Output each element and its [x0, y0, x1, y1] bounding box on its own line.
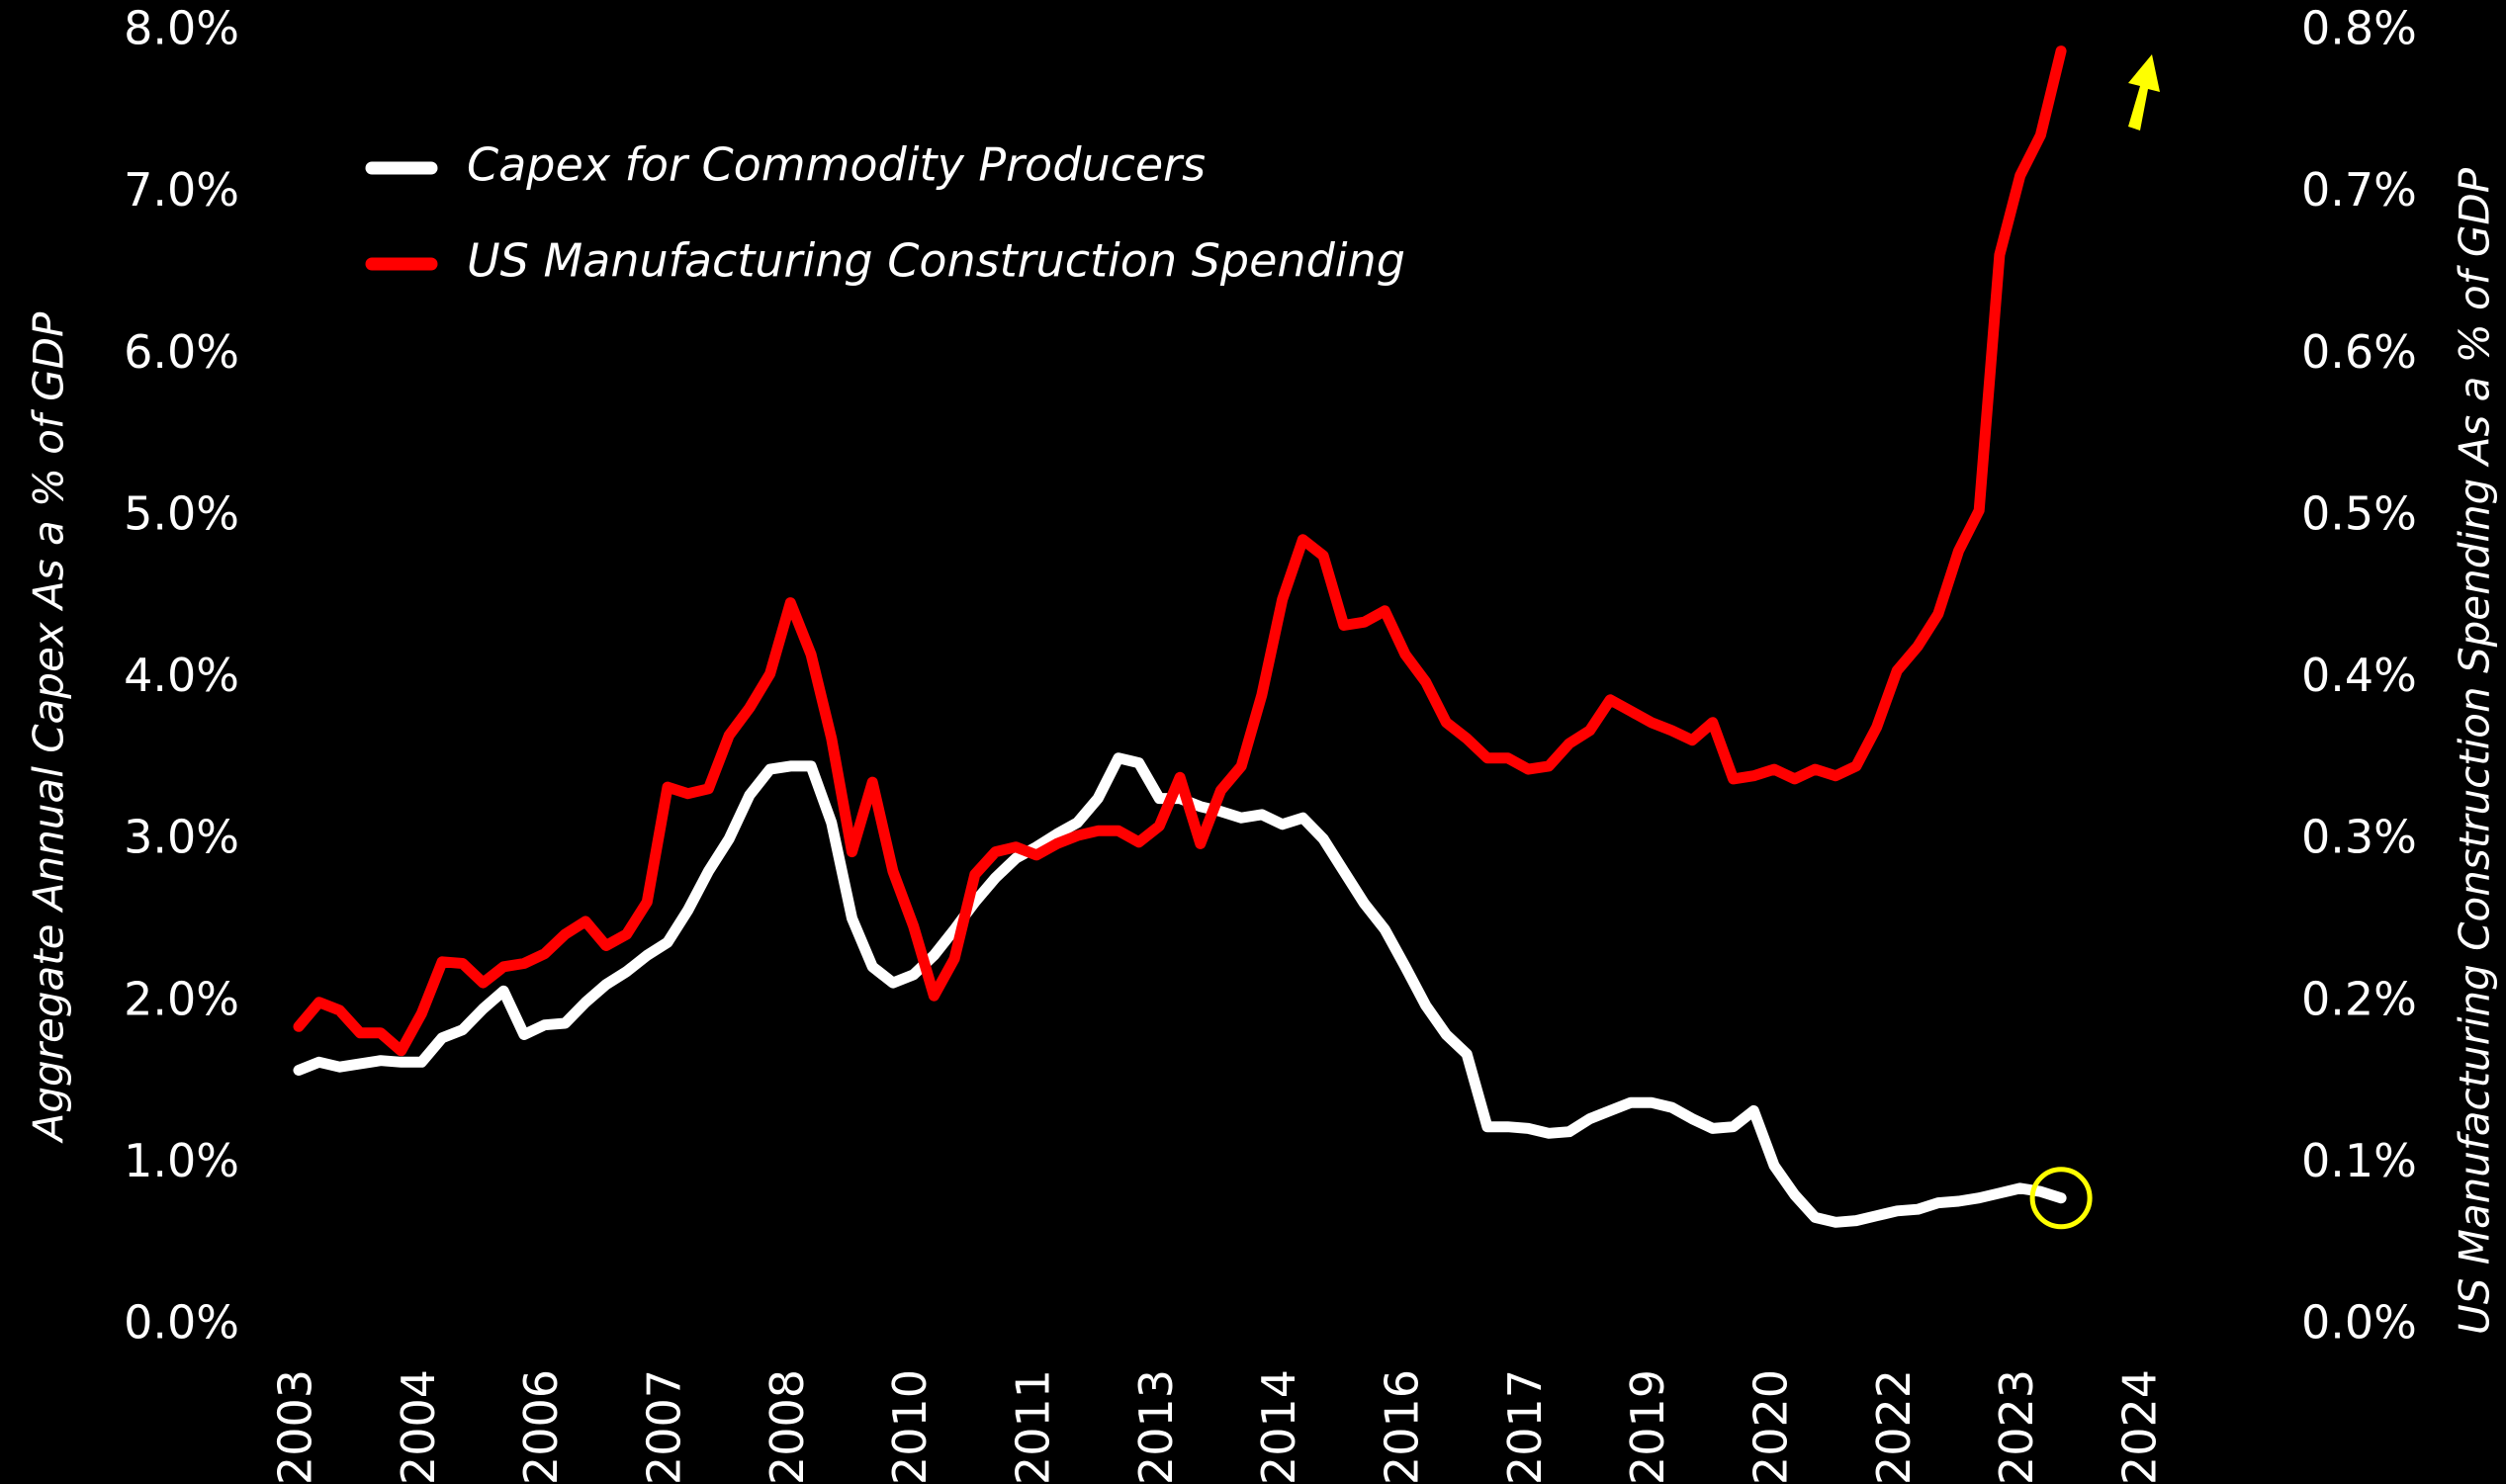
y-tick-label: 1.0% — [124, 1134, 239, 1187]
x-tick-label: 2023 — [1990, 1369, 2043, 1484]
y-tick-label: 4.0% — [124, 649, 239, 702]
legend-label: US Manufacturing Construction Spending — [467, 234, 1405, 288]
x-tick-label: 2007 — [638, 1369, 691, 1484]
y-axis-title: Aggregate Annual Capex As a % of GDP — [25, 311, 73, 1144]
y2-tick-label: 0.7% — [2301, 163, 2417, 217]
x-tick-label: 2017 — [1498, 1369, 1552, 1484]
annotation-circle — [2029, 1167, 2093, 1230]
y-tick-label: 8.0% — [124, 2, 239, 55]
y-tick-label: 5.0% — [124, 486, 239, 540]
y-tick-label: 3.0% — [124, 811, 239, 864]
x-tick-label: 2024 — [2113, 1369, 2167, 1484]
y2-tick-label: 0.1% — [2301, 1134, 2417, 1187]
x-tick-label: 2013 — [1129, 1369, 1183, 1484]
y-tick-label: 2.0% — [124, 972, 239, 1025]
y2-tick-label: 0.8% — [2301, 2, 2417, 55]
y-tick-label: 7.0% — [124, 163, 239, 217]
y2-tick-label: 0.6% — [2301, 325, 2417, 379]
y2-tick-label: 0.0% — [2301, 1296, 2417, 1350]
y-tick-label: 6.0% — [124, 325, 239, 379]
x-tick-label: 2011 — [1007, 1369, 1060, 1484]
y2-tick-label: 0.3% — [2301, 811, 2417, 864]
x-tick-label: 2016 — [1376, 1369, 1429, 1484]
x-tick-label: 2004 — [392, 1369, 445, 1484]
annotation-arrow — [2128, 54, 2160, 131]
x-tick-label: 2010 — [883, 1369, 937, 1484]
series-line — [293, 45, 2067, 1057]
x-tick-label: 2003 — [269, 1369, 322, 1484]
y2-tick-label: 0.2% — [2301, 972, 2417, 1025]
x-tick-label: 2014 — [1252, 1369, 1305, 1484]
series-line — [293, 752, 2067, 1228]
x-tick-label: 2006 — [514, 1369, 568, 1484]
y2-axis-title: US Manufacturing Construction Spending A… — [2451, 167, 2499, 1335]
x-tick-label: 2019 — [1621, 1369, 1674, 1484]
y-tick-label: 0.0% — [124, 1296, 239, 1350]
y2-tick-label: 0.4% — [2301, 649, 2417, 702]
x-tick-label: 2020 — [1745, 1369, 1798, 1484]
legend-label: Capex for Commodity Producers — [467, 138, 1206, 192]
y2-tick-label: 0.5% — [2301, 486, 2417, 540]
x-tick-label: 2008 — [761, 1369, 814, 1484]
x-tick-label: 2022 — [1867, 1369, 1921, 1484]
